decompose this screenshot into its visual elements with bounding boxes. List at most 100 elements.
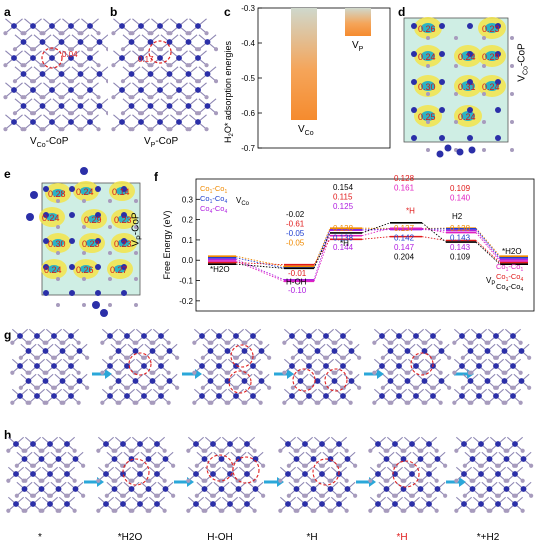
charge-value: 0.28 xyxy=(48,189,66,199)
vp-label: VP xyxy=(486,276,495,287)
energy-path xyxy=(475,228,501,259)
panel-label-g: g xyxy=(4,328,12,342)
co-atom xyxy=(218,456,225,462)
co-atom xyxy=(166,378,173,384)
p-atom xyxy=(419,478,424,483)
p-atom xyxy=(159,355,164,360)
p-atom xyxy=(245,463,250,468)
co-atom xyxy=(107,393,113,399)
co-atom xyxy=(138,23,144,29)
energy-value: 0.128 xyxy=(394,174,415,183)
p-atom xyxy=(348,340,353,345)
co-atom xyxy=(396,393,402,399)
p-atom xyxy=(149,31,154,36)
co-atom xyxy=(476,393,482,399)
co-atom xyxy=(375,501,381,507)
p-atom xyxy=(121,493,126,498)
p-atom xyxy=(117,340,122,345)
co-atom xyxy=(47,501,53,507)
co-atom xyxy=(411,23,417,29)
p-atom xyxy=(134,251,138,255)
co-atom xyxy=(58,39,65,45)
p-atom xyxy=(452,400,457,405)
co-atom xyxy=(69,238,75,244)
p-atom xyxy=(108,251,112,255)
energy-value: 0.143 xyxy=(450,234,471,243)
co-atom xyxy=(227,441,233,447)
p-atom xyxy=(426,36,430,40)
chart-f-ytick-label: -0.2 xyxy=(179,297,193,306)
p-atom xyxy=(286,463,291,468)
energy-path xyxy=(235,255,285,267)
p-atom xyxy=(61,340,66,345)
p-atom xyxy=(76,400,81,405)
energy-path xyxy=(361,227,391,237)
co-atom xyxy=(128,456,135,462)
charge-value: 0.26 xyxy=(76,265,94,275)
p-atom xyxy=(10,340,15,345)
p-atom xyxy=(348,370,353,375)
p-atom xyxy=(267,355,272,360)
co-atom xyxy=(30,87,36,93)
p-atom xyxy=(23,448,28,453)
co-atom xyxy=(387,348,394,354)
charge-value: 0.24 xyxy=(458,52,476,62)
co-atom xyxy=(68,55,74,61)
energy-path xyxy=(421,222,447,243)
p-atom xyxy=(505,478,510,483)
co-atom xyxy=(444,144,452,152)
p-atom xyxy=(385,478,390,483)
co-atom xyxy=(103,441,109,447)
p-atom xyxy=(443,493,448,498)
p-atom xyxy=(344,508,349,513)
p-atom xyxy=(81,493,86,498)
co-atom xyxy=(476,333,482,339)
p-atom xyxy=(31,47,37,52)
panel-label-b: b xyxy=(110,5,118,19)
p-atom xyxy=(82,251,86,255)
p-atom xyxy=(510,148,514,152)
p-atom xyxy=(426,64,430,68)
charge-value: 0.23 xyxy=(82,239,100,249)
state-label: *H2O xyxy=(210,265,230,274)
p-atom xyxy=(147,508,152,513)
co-atom xyxy=(69,290,75,296)
p-atom xyxy=(226,370,231,375)
p-atom xyxy=(312,508,317,513)
p-atom xyxy=(431,355,436,360)
p-atom xyxy=(357,385,362,390)
co-atom xyxy=(216,363,222,369)
charge-map-e: 0.28 0.24 0.14 0.24 0.29 0.23 0.30 0.23 0.23 0.24… xyxy=(26,167,141,317)
co-atom xyxy=(495,501,501,507)
energy-value: 0.204 xyxy=(394,253,415,262)
legend-vco-entry: Co1-Co1 xyxy=(200,184,227,195)
co-atom xyxy=(128,103,135,109)
co-atom xyxy=(39,71,46,77)
co-atom xyxy=(141,333,147,339)
row-g-structure xyxy=(372,328,452,405)
co-atom xyxy=(69,212,75,218)
co-atom xyxy=(11,23,17,29)
co-atom xyxy=(468,146,476,154)
p-atom xyxy=(243,340,248,345)
co-atom xyxy=(64,471,70,477)
co-atom xyxy=(340,363,346,369)
p-atom xyxy=(204,95,209,100)
co-atom xyxy=(20,103,27,109)
co-atom xyxy=(310,456,317,462)
p-atom xyxy=(142,385,147,390)
co-atom xyxy=(293,486,300,492)
lattice-h xyxy=(454,436,534,513)
lattice-h xyxy=(6,436,86,513)
co-atom xyxy=(158,363,164,369)
p-atom xyxy=(204,127,209,132)
co-atom xyxy=(426,471,432,477)
co-atom xyxy=(17,363,23,369)
co-atom xyxy=(195,87,201,93)
p-atom xyxy=(108,355,113,360)
p-atom xyxy=(410,493,415,498)
p-atom xyxy=(203,508,208,513)
co-atom xyxy=(392,441,398,447)
co-atom xyxy=(469,486,476,492)
co-atom xyxy=(484,378,491,384)
